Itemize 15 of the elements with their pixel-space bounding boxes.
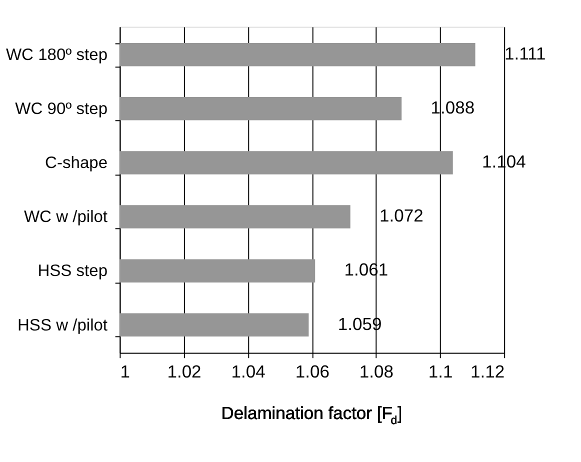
x-tick-label: 1.08 [359, 362, 394, 382]
y-tick-label: HSS step [38, 261, 108, 280]
x-tick-label: 1.06 [295, 362, 330, 382]
x-tick-label: 1.1 [428, 362, 453, 382]
x-tick-label: 1.04 [231, 362, 266, 382]
data-label: 1.072 [380, 206, 424, 226]
x-tick-label: 1.12 [470, 362, 505, 382]
y-tick-label: C-shape [45, 153, 108, 172]
x-tick-label: 1.02 [167, 362, 202, 382]
y-tick-label: WC w /pilot [24, 207, 108, 226]
data-label: 1.111 [504, 43, 546, 64]
x-tick-label: 1 [120, 362, 130, 382]
y-tick-label: HSS w /pilot [17, 315, 108, 334]
y-tick-label: WC 180º step [6, 44, 108, 64]
y-tick-label: WC 90º step [15, 99, 108, 118]
